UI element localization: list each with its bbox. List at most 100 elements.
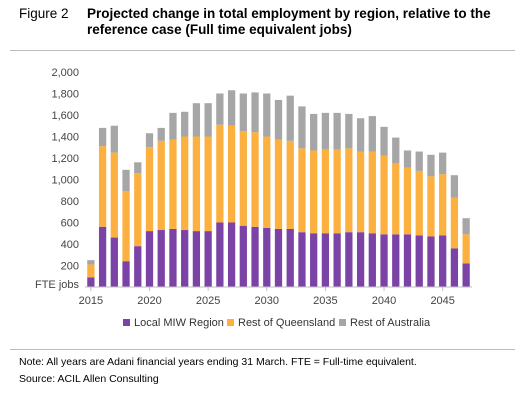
bar-segment xyxy=(192,231,201,287)
y-tick-label: 400 xyxy=(61,239,79,251)
bar-segment xyxy=(450,248,459,287)
bar-segment xyxy=(239,93,247,132)
bar-segment xyxy=(380,126,388,156)
y-tick-label: 1,600 xyxy=(51,110,79,122)
bar-segment xyxy=(145,147,154,232)
bar-segment xyxy=(380,234,388,287)
bar-segment xyxy=(274,99,283,140)
bar-segment xyxy=(263,136,271,228)
bar-segment xyxy=(216,93,224,125)
bar-segment xyxy=(216,124,224,223)
bar-segment xyxy=(286,95,294,141)
y-tick-label: 600 xyxy=(61,218,79,230)
legend-label: Rest of Queensland xyxy=(238,317,335,329)
bar-segment xyxy=(157,140,165,231)
bar-segment xyxy=(427,236,435,287)
bar-segment xyxy=(192,103,201,137)
bar-segment xyxy=(368,116,376,152)
bar-segment xyxy=(345,113,353,149)
bar-segment xyxy=(134,173,142,247)
bar-segment xyxy=(415,170,423,236)
bar-segment xyxy=(110,152,118,238)
bar-segment xyxy=(216,222,224,287)
bar-segment xyxy=(204,103,212,137)
y-tick-label: 200 xyxy=(61,261,79,273)
bar-segment xyxy=(356,118,365,152)
bar-segment xyxy=(87,277,95,287)
bar-segment xyxy=(286,228,294,287)
x-tick-label: 2015 xyxy=(79,295,103,307)
bar-segment xyxy=(403,150,412,168)
bar-segment xyxy=(122,191,130,262)
legend-label: Local MIW Region xyxy=(134,317,224,329)
x-tick-label: 2045 xyxy=(430,295,454,307)
y-tick-label: 1,000 xyxy=(51,175,79,187)
bar-segment xyxy=(286,140,294,229)
bar-segment xyxy=(333,149,341,234)
bar-segment xyxy=(87,260,95,265)
bar-segment xyxy=(227,125,236,223)
legend-swatch xyxy=(339,319,346,326)
bar-segment xyxy=(298,148,306,233)
bar-segment xyxy=(134,246,142,287)
legend-swatch xyxy=(123,319,130,326)
bar-segment xyxy=(274,139,283,229)
x-tick-label: 2025 xyxy=(196,295,220,307)
bar-segment xyxy=(380,155,388,235)
bar-segment xyxy=(122,169,130,192)
bar-segment xyxy=(392,163,400,235)
bar-segment xyxy=(392,234,400,287)
bar-segment xyxy=(333,112,341,150)
bar-segment xyxy=(122,261,130,287)
bottom-divider xyxy=(10,349,515,350)
bar-segment xyxy=(450,175,459,198)
bar-segment xyxy=(134,162,142,174)
bar-segment xyxy=(169,139,177,229)
legend-label: Rest of Australia xyxy=(350,317,431,329)
bar-segment xyxy=(251,132,259,227)
bar-segment xyxy=(227,90,236,126)
bar-segment xyxy=(415,235,423,287)
source-note: Source: ACIL Allen Consulting xyxy=(19,373,159,385)
bar-segment xyxy=(356,232,365,287)
bars xyxy=(87,90,470,288)
bar-segment xyxy=(439,152,447,175)
bar-segment xyxy=(298,232,306,287)
y-tick-label: 800 xyxy=(61,196,79,208)
bar-segment xyxy=(145,231,154,287)
bar-segment xyxy=(321,233,330,287)
bar-segment xyxy=(462,263,470,287)
bar-segment xyxy=(251,226,259,287)
bar-segment xyxy=(310,233,318,287)
bar-segment xyxy=(427,154,435,177)
bar-segment xyxy=(98,146,107,227)
bar-segment xyxy=(321,149,330,234)
bar-segment xyxy=(345,148,353,233)
bar-segment xyxy=(356,151,365,233)
bar-segment xyxy=(321,112,330,150)
bar-segment xyxy=(181,230,189,287)
bar-segment xyxy=(415,151,423,171)
x-tick-label: 2020 xyxy=(137,295,161,307)
bar-segment xyxy=(310,113,318,151)
legend-swatch xyxy=(227,319,234,326)
bar-segment xyxy=(192,136,201,232)
top-divider xyxy=(10,50,515,51)
x-tick-label: 2035 xyxy=(313,295,337,307)
bar-segment xyxy=(110,237,118,287)
chart: 200 400 600 800 1,000 1,200 1,400 1,600 1,800 2,0… xyxy=(35,67,472,329)
y-tick-label: 2,000 xyxy=(51,67,79,79)
bar-segment xyxy=(392,137,400,164)
bar-segment xyxy=(239,131,247,226)
bar-segment xyxy=(274,228,283,287)
bar-segment xyxy=(298,106,306,149)
bar-segment xyxy=(169,112,177,140)
bar-segment xyxy=(181,136,189,231)
x-tick-label: 2040 xyxy=(372,295,396,307)
bar-segment xyxy=(227,222,236,287)
bar-segment xyxy=(403,167,412,235)
bar-segment xyxy=(310,150,318,234)
figure-label: Figure 2 xyxy=(19,6,69,21)
x-tick-label: 2030 xyxy=(255,295,279,307)
bar-segment xyxy=(333,233,341,287)
